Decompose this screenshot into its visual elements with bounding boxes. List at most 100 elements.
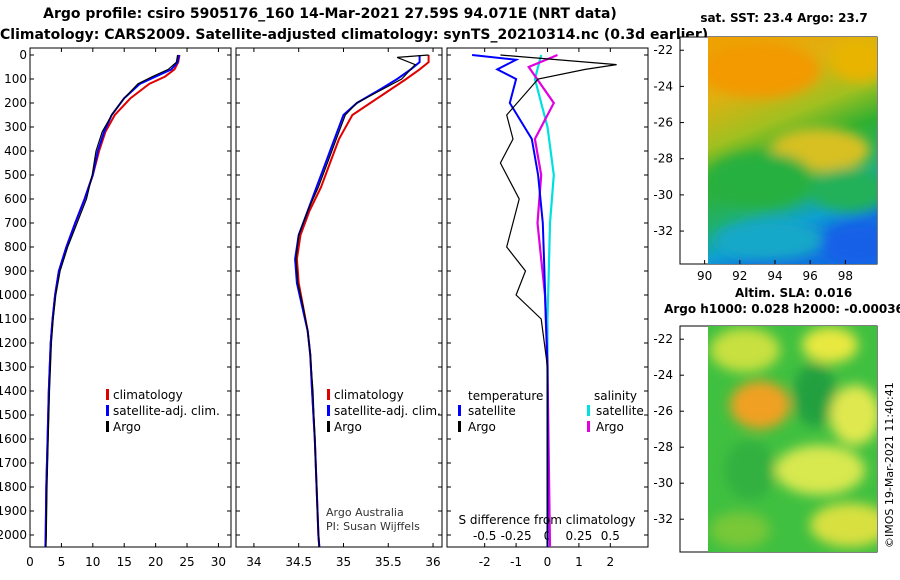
lon-tick-label: 90 xyxy=(697,269,712,283)
lon-tick-label: 96 xyxy=(803,269,818,283)
lat-tick-label: -28 xyxy=(653,152,673,166)
sla-high-patch-se xyxy=(810,503,877,547)
sla-high-patch-n xyxy=(802,327,858,363)
x-tick-label: 0 xyxy=(26,555,34,569)
lat-tick-label: -30 xyxy=(653,476,673,490)
difference-legend: temperature satellite Argo salinity sate… xyxy=(458,389,644,434)
x-tick-label: 36 xyxy=(425,555,440,569)
depth-tick-label: 200 xyxy=(4,96,27,110)
sst-cold-patch xyxy=(820,223,877,264)
depth-tick-label: 1200 xyxy=(0,336,27,350)
legend-label-satellite: satellite-adj. clim. xyxy=(113,404,220,418)
sst-map-field xyxy=(708,37,877,264)
lat-tick-label: -30 xyxy=(653,188,673,202)
salinity-plot-frame xyxy=(235,47,443,548)
legend-swatch-argo xyxy=(106,421,109,432)
x-tick-label: 10 xyxy=(85,555,100,569)
lat-tick-label: -22 xyxy=(653,43,673,57)
depth-tick-label: 1300 xyxy=(0,360,27,374)
depth-tick-label: 600 xyxy=(4,192,27,206)
legend-label-climatology: climatology xyxy=(334,388,404,402)
lat-tick-label: -24 xyxy=(653,368,673,382)
plot-title-line-1: Argo profile: csiro 5905176_160 14-Mar-2… xyxy=(43,6,617,22)
salinity-legend: climatology satellite-adj. clim. Argo xyxy=(327,388,441,434)
lat-tick-label: -32 xyxy=(653,512,673,526)
salinity-depth-ticks xyxy=(236,54,442,536)
annotation-pi: PI: Susan Wijffels xyxy=(326,520,420,533)
sst-green-patch xyxy=(708,152,815,208)
sla-map-title-1: Altim. SLA: 0.016 xyxy=(735,286,852,300)
legend-label-climatology: climatology xyxy=(113,388,183,402)
sst-map-lon-axis: 90 92 94 96 98 xyxy=(697,260,853,283)
lat-tick-label: -26 xyxy=(653,116,673,130)
legend-label-argo: Argo xyxy=(334,420,362,434)
x-tick-label: 35 xyxy=(336,555,351,569)
lon-tick-label: 94 xyxy=(767,269,782,283)
depth-tick-label: 1700 xyxy=(0,456,27,470)
s-diff-tick-label: 0.5 xyxy=(601,529,620,543)
sst-blobs xyxy=(708,38,877,264)
sla-low-patch-sw xyxy=(725,440,775,500)
s-diff-tick-label: -0.5 xyxy=(473,529,496,543)
x-tick-label: 2 xyxy=(606,555,614,569)
temperature-series-group xyxy=(44,54,181,547)
x-tick-label: 20 xyxy=(148,555,163,569)
salinity-argo-line xyxy=(295,54,429,547)
lat-tick-label: -28 xyxy=(653,440,673,454)
s-diff-tick-label: -0.25 xyxy=(501,529,532,543)
sla-high-patch-s xyxy=(775,445,865,495)
depth-tick-label: 1400 xyxy=(0,384,27,398)
x-tick-label: 0 xyxy=(544,555,552,569)
legend-label-t-argo: Argo xyxy=(468,420,496,434)
sst-cool-patch xyxy=(715,220,825,260)
temperature-x-axis: 0 5 10 15 20 25 30 xyxy=(26,48,226,569)
sla-map-field xyxy=(708,326,877,552)
sst-map-lat-axis: -22 -24 -26 -28 -30 -32 xyxy=(653,43,684,238)
depth-tick-label: 700 xyxy=(4,216,27,230)
depth-tick-label: 1600 xyxy=(0,432,27,446)
sla-high-patch-nw xyxy=(710,328,780,372)
legend-title-temperature: temperature xyxy=(468,389,543,403)
legend-label-argo: Argo xyxy=(113,420,141,434)
depth-tick-label: 100 xyxy=(4,72,27,86)
difference-salinity-axis-label: S difference from climatology xyxy=(459,513,636,527)
x-tick-label: -2 xyxy=(479,555,491,569)
temperature-legend: climatology satellite-adj. clim. Argo xyxy=(106,388,220,434)
sla-low-patch xyxy=(793,363,837,427)
lat-tick-label: -22 xyxy=(653,332,673,346)
legend-swatch-t-argo xyxy=(458,421,461,432)
depth-tick-label: 1100 xyxy=(0,312,27,326)
x-tick-label: 30 xyxy=(211,555,226,569)
sla-peak-patch xyxy=(730,381,790,429)
legend-swatch-t-satellite xyxy=(458,405,461,416)
legend-label-satellite: satellite-adj. clim. xyxy=(334,404,441,418)
sla-map-title-2: Argo h1000: 0.028 h2000: -0.00036 xyxy=(664,302,900,316)
temperature-argo-line xyxy=(45,54,179,547)
depth-tick-label: 800 xyxy=(4,240,27,254)
legend-title-salinity: salinity xyxy=(594,389,637,403)
lat-tick-label: -26 xyxy=(653,404,673,418)
s-diff-tick-label: 0.25 xyxy=(566,529,593,543)
legend-swatch-climatology xyxy=(106,389,109,400)
depth-tick-label: 500 xyxy=(4,168,27,182)
x-tick-label: 1 xyxy=(575,555,583,569)
x-tick-label: 34.5 xyxy=(285,555,312,569)
salinity-x-axis: 34 34.5 35 35.5 36 xyxy=(246,48,441,569)
temperature-plot-frame xyxy=(29,47,232,548)
x-tick-label: 15 xyxy=(117,555,132,569)
sla-high-patch-e xyxy=(830,385,877,445)
x-tick-label: 5 xyxy=(58,555,66,569)
x-tick-label: 25 xyxy=(179,555,194,569)
depth-tick-label: 300 xyxy=(4,120,27,134)
depth-tick-label: 1900 xyxy=(0,504,27,518)
depth-tick-label: 900 xyxy=(4,264,27,278)
difference-depth-ticks xyxy=(447,54,648,536)
legend-swatch-s-argo xyxy=(587,421,590,432)
sst-warm-patch-east xyxy=(830,38,877,82)
difference-series-group xyxy=(471,53,617,547)
legend-swatch-argo xyxy=(327,421,330,432)
sla-mid-patch xyxy=(710,512,770,548)
difference-salinity-axis: -0.5 -0.25 0 0.25 0.5 xyxy=(473,529,620,543)
legend-swatch-s-satellite xyxy=(587,405,590,416)
